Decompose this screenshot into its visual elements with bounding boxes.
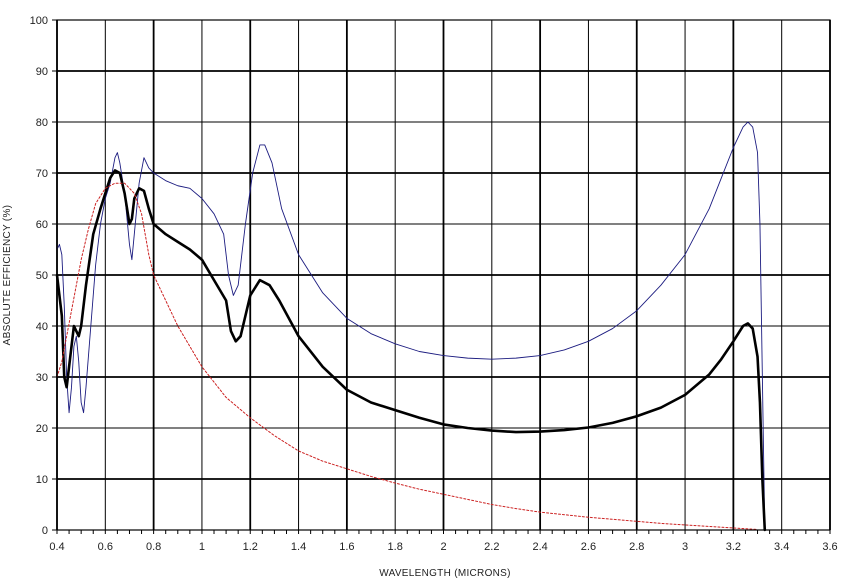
x-tick-label: 0.4 [49, 541, 64, 553]
x-tick-label: 1.6 [339, 541, 354, 553]
y-axis: 0 10 20 30 40 50 60 70 80 90 100 [30, 15, 57, 537]
x-tick-label: 3.6 [822, 541, 837, 553]
x-axis: 0.4 0.6 0.8 1 1.2 1.4 1.6 1.8 2 2.2 2.4 2.6 2.8 3 3.2 3… [49, 530, 838, 553]
y-tick-label: 70 [36, 168, 48, 180]
y-tick-label: 40 [36, 321, 48, 333]
x-tick-label: 3.4 [774, 541, 789, 553]
series-line-dotted-red [56, 182, 759, 530]
y-tick-label: 90 [36, 66, 48, 78]
x-tick-label: 1.2 [243, 541, 258, 553]
y-tick-label: 80 [36, 117, 48, 129]
y-tick-label: 60 [36, 219, 48, 231]
x-tick-label: 2.4 [532, 541, 547, 553]
y-tick-label: 30 [36, 372, 48, 384]
x-tick-label: 2.2 [484, 541, 499, 553]
series-group [55, 121, 767, 532]
x-tick-label: 1.4 [291, 541, 306, 553]
x-tick-label: 0.8 [146, 541, 161, 553]
x-tick-label: 2 [440, 541, 446, 553]
y-tick-label: 20 [36, 423, 48, 435]
x-tick-label: 0.6 [98, 541, 113, 553]
x-axis-title: WAVELENGTH (MICRONS) [379, 568, 511, 579]
x-tick-label: 2.8 [629, 541, 644, 553]
series-line-thick-black [55, 169, 767, 532]
y-tick-label: 50 [36, 270, 48, 282]
x-tick-label: 2.6 [581, 541, 596, 553]
series-line-thin-blue [56, 121, 766, 531]
y-axis-title: ABSOLUTE EFFICIENCY (%) [2, 205, 13, 346]
y-tick-label: 10 [36, 474, 48, 486]
x-tick-label: 1 [199, 541, 205, 553]
y-tick-label: 0 [42, 525, 48, 537]
y-tick-label: 100 [30, 15, 48, 27]
x-tick-label: 3 [682, 541, 688, 553]
x-tick-label: 1.8 [388, 541, 403, 553]
x-tick-label: 3.2 [726, 541, 741, 553]
